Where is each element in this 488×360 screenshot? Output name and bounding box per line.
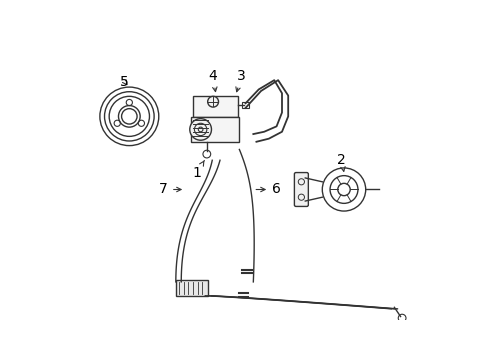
Bar [242,102,248,108]
Bar [176,280,208,296]
Text: 3: 3 [235,68,245,92]
Text: 4: 4 [208,68,217,91]
Text: 2: 2 [337,153,346,171]
Circle shape [207,96,218,107]
Text: 5: 5 [120,75,129,89]
Bar [192,95,237,117]
Text: 1: 1 [192,161,204,180]
FancyBboxPatch shape [294,172,308,206]
Text: 7: 7 [159,183,181,197]
Bar [191,117,239,142]
Text: 6: 6 [256,183,280,197]
Circle shape [189,119,211,140]
